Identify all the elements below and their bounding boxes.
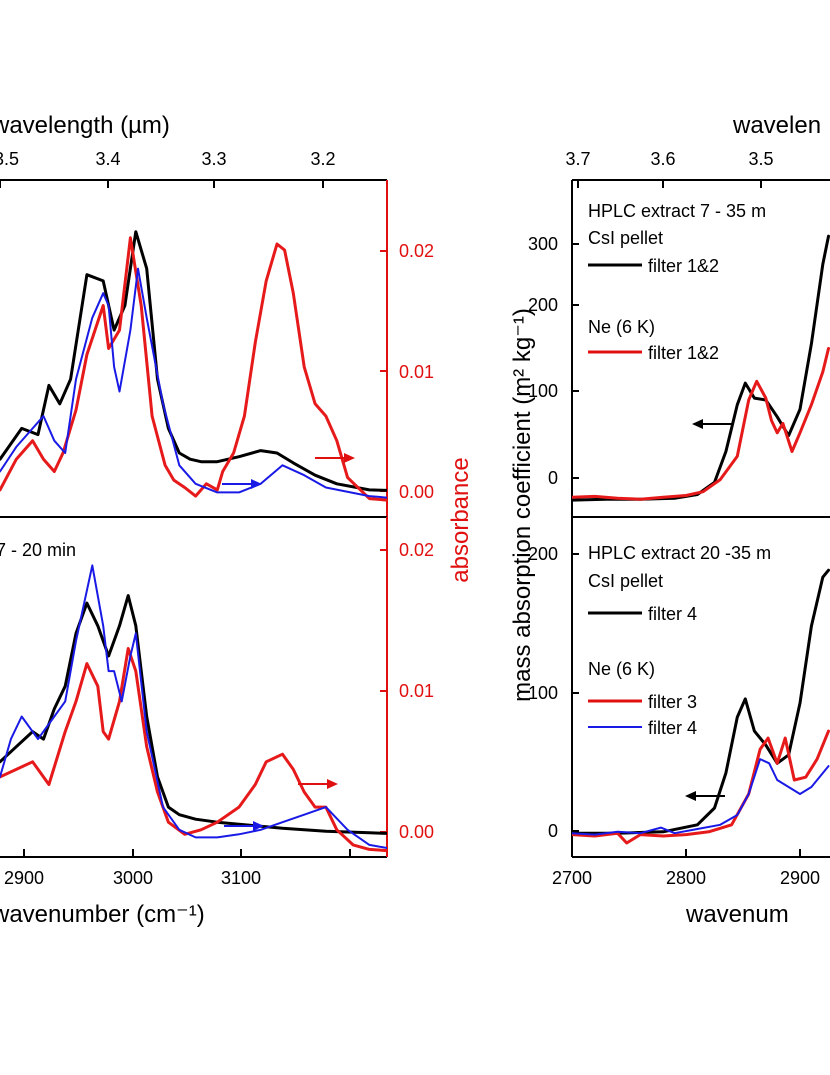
x-tick-label: 3100 (221, 868, 261, 888)
legend-entry-label: filter 4 (648, 718, 697, 738)
legend-group-label: CsI pellet (588, 228, 663, 248)
top-tick-label: 3.7 (565, 149, 590, 169)
tick-marks (571, 553, 801, 857)
series-line-blue (0, 267, 387, 499)
series-line-red (572, 347, 830, 501)
right-tick-label: 0.02 (399, 540, 434, 560)
right-tick-label: 0.00 (399, 482, 434, 502)
panel-right-top: wavelen 3.7 3.6 3.5 300 200 100 0 HPLC e… (528, 112, 830, 517)
series-lines (0, 230, 387, 502)
series-line-black (0, 594, 387, 835)
top-tick-label: 3.5 (748, 149, 773, 169)
arrow-blue (224, 821, 264, 831)
y-tick-label: 300 (528, 234, 558, 254)
legend-entry-label: filter 3 (648, 692, 697, 712)
legend-title: HPLC extract 7 - 35 m (588, 201, 766, 221)
top-tick-label: 3.6 (650, 149, 675, 169)
right-tick-label: 0.01 (399, 681, 434, 701)
x-tick-label: 2800 (666, 868, 706, 888)
right-tick-label: 0.00 (399, 822, 434, 842)
top-tick-label: 3.3 (201, 149, 226, 169)
panel-left-top: wavelength (µm) 3.5 3.4 3.3 3.2 0.02 0.0… (0, 112, 434, 517)
y-tick-label: 0 (548, 821, 558, 841)
top-tick-label: 3.2 (310, 149, 335, 169)
y-tick-label: 200 (528, 295, 558, 315)
series-line-black (0, 230, 387, 492)
legend-group-label: Ne (6 K) (588, 317, 655, 337)
series-line-black (572, 568, 830, 835)
legend-group-label: CsI pellet (588, 571, 663, 591)
y-tick-label: 100 (528, 683, 558, 703)
legend-title: HPLC extract 20 -35 m (588, 543, 771, 563)
right-axis-title: absorbance (447, 457, 474, 582)
panel-annotation: 7 - 20 min (0, 540, 76, 560)
series-line-blue (572, 758, 830, 836)
arrow-red (298, 779, 338, 789)
x-tick-label: 2700 (552, 868, 592, 888)
x-tick-label: 2900 (4, 868, 44, 888)
y-axis-title: mass absorption coefficient (m² kg⁻¹) (509, 308, 536, 702)
panel-left-bottom: 7 - 20 min 0.02 0.01 0.00 2900 3000 3100… (0, 516, 434, 928)
arrow-red (315, 453, 355, 463)
tick-marks (23, 549, 387, 857)
legend-entry-label: filter 4 (648, 604, 697, 624)
arrow-black (685, 791, 725, 801)
series-line-blue (0, 564, 387, 849)
series-line-red (0, 236, 387, 502)
arrow-black (692, 419, 732, 429)
series-lines (572, 234, 830, 502)
tick-marks (572, 180, 762, 479)
legend-entry-label: filter 1&2 (648, 256, 719, 276)
x-axis-title-left: wavenumber (cm⁻¹) (0, 901, 205, 928)
y-tick-label: 200 (528, 544, 558, 564)
panel-right-bottom: 200 100 0 HPLC extract 20 -35 m CsI pell… (528, 516, 830, 928)
series-lines (0, 564, 387, 853)
y-tick-label: 0 (548, 468, 558, 488)
top-axis-title-right: wavelen (732, 112, 821, 139)
series-lines (572, 568, 830, 845)
legend-group-label: Ne (6 K) (588, 659, 655, 679)
x-axis-title-right: wavenum (685, 901, 789, 928)
top-tick-label: 3.4 (95, 149, 120, 169)
arrow-blue (222, 479, 262, 489)
legend-entry-label: filter 1&2 (648, 343, 719, 363)
right-tick-label: 0.02 (399, 241, 434, 261)
top-axis-title-left: wavelength (µm) (0, 112, 170, 139)
top-tick-label: 3.5 (0, 149, 19, 169)
x-tick-label: 3000 (113, 868, 153, 888)
tick-marks (0, 180, 387, 492)
x-tick-label: 2900 (780, 868, 820, 888)
y-tick-label: 100 (528, 381, 558, 401)
right-tick-label: 0.01 (399, 362, 434, 382)
